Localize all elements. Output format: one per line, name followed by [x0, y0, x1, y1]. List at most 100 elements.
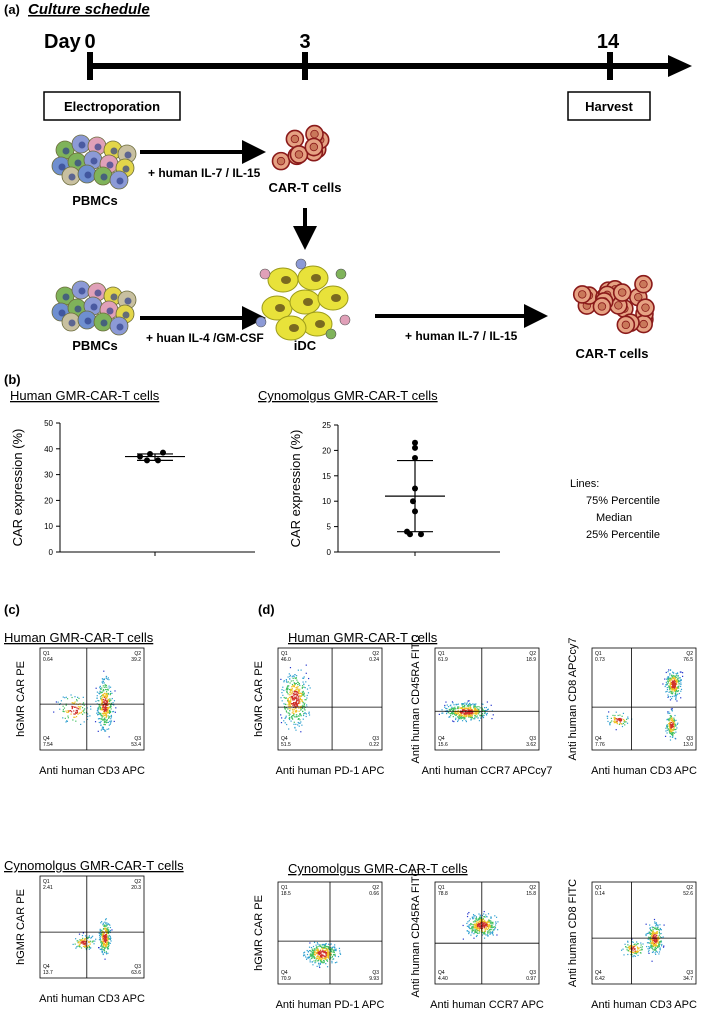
event-dot [494, 915, 495, 916]
event-dot [487, 922, 488, 923]
event-dot [296, 703, 297, 704]
event-dot [672, 677, 673, 678]
event-dot [292, 719, 293, 720]
event-dot [674, 729, 675, 730]
event-dot [659, 951, 660, 952]
event-dot [627, 954, 628, 955]
event-dot [459, 715, 460, 716]
event-dot [671, 722, 672, 723]
event-dot [308, 678, 309, 679]
event-dot [102, 705, 103, 706]
event-dot [98, 731, 99, 732]
event-dot [107, 705, 108, 706]
event-dot [467, 930, 468, 931]
quadrant-value: 15.6 [438, 742, 448, 748]
event-dot [484, 928, 485, 929]
event-dot [623, 723, 624, 724]
event-dot [655, 932, 656, 933]
event-dot [457, 712, 458, 713]
event-dot [103, 707, 104, 708]
event-dot [302, 678, 303, 679]
event-dot [300, 710, 301, 711]
event-dot [670, 686, 671, 687]
event-dot [669, 718, 670, 719]
event-dot [70, 713, 71, 714]
event-dot [667, 671, 668, 672]
event-dot [103, 947, 104, 948]
event-dot [300, 693, 301, 694]
event-dot [655, 927, 656, 928]
event-dot [302, 687, 303, 688]
event-dot [450, 705, 451, 706]
event-dot [303, 684, 304, 685]
event-dot [299, 689, 300, 690]
event-dot [668, 711, 669, 712]
event-dot [297, 703, 298, 704]
event-dot [653, 951, 654, 952]
cell-label: PBMCs [72, 338, 118, 353]
event-dot [334, 944, 335, 945]
event-dot [468, 926, 469, 927]
event-dot [649, 948, 650, 949]
event-dot [627, 716, 628, 717]
event-dot [90, 947, 91, 948]
event-dot [303, 692, 304, 693]
event-dot [304, 952, 305, 953]
event-dot [462, 717, 463, 718]
legend-item: Median [596, 512, 632, 524]
event-dot [612, 715, 613, 716]
event-dot [326, 955, 327, 956]
event-dot [485, 924, 486, 925]
event-dot [286, 724, 287, 725]
event-dot [314, 958, 315, 959]
event-dot [472, 917, 473, 918]
event-dot [109, 698, 110, 699]
event-dot [488, 927, 489, 928]
event-dot [294, 716, 295, 717]
event-dot [470, 923, 471, 924]
event-dot [490, 918, 491, 919]
event-dot [484, 922, 485, 923]
event-dot [65, 718, 66, 719]
event-dot [110, 706, 111, 707]
event-dot [296, 705, 297, 706]
x-axis-label: Anti human CCR7 APCcy7 [422, 765, 553, 777]
event-dot [83, 702, 84, 703]
event-dot [99, 935, 100, 936]
event-dot [107, 708, 108, 709]
event-dot [487, 933, 488, 934]
event-dot [100, 722, 101, 723]
event-dot [480, 707, 481, 708]
event-dot [297, 684, 298, 685]
event-dot [655, 950, 656, 951]
event-dot [290, 721, 291, 722]
event-dot [670, 677, 671, 678]
cell-nucleus [281, 276, 291, 284]
event-dot [101, 709, 102, 710]
event-dot [673, 690, 674, 691]
event-dot [311, 958, 312, 959]
quadrant-value: 70.9 [281, 976, 291, 982]
event-dot [675, 677, 676, 678]
event-dot [292, 705, 293, 706]
event-dot [104, 731, 105, 732]
event-dot [104, 700, 105, 701]
event-dot [672, 723, 673, 724]
event-dot [672, 692, 673, 693]
event-dot [325, 953, 326, 954]
event-dot [645, 934, 646, 935]
event-dot [74, 701, 75, 702]
cell-nucleus [615, 302, 623, 310]
event-dot [76, 946, 77, 947]
event-dot [301, 696, 302, 697]
event-dot [673, 672, 674, 673]
event-dot [292, 676, 293, 677]
x-axis-label: Anti human PD-1 APC [276, 765, 385, 777]
event-dot [468, 912, 469, 913]
event-dot [101, 951, 102, 952]
event-dot [281, 717, 282, 718]
event-dot [482, 932, 483, 933]
event-dot [324, 956, 325, 957]
event-dot [489, 932, 490, 933]
cell-nucleus [640, 280, 648, 288]
